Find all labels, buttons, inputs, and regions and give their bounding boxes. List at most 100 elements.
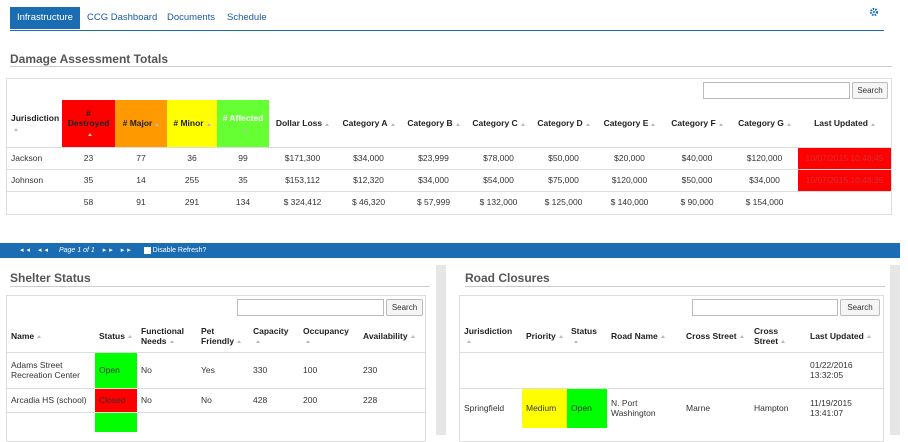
table-cell: $40,000 [663, 146, 731, 169]
table-cell: No [137, 351, 197, 388]
tab[interactable]: Documents [167, 12, 216, 23]
settings-icon[interactable] [869, 7, 879, 17]
table-cell-text: 01/22/2016 13:32:05 [810, 360, 853, 380]
column-header[interactable]: # Affected [217, 100, 269, 147]
column-header[interactable]: # Minor [167, 100, 217, 147]
table-cell-text: $34,000 [418, 175, 449, 185]
table-cell: 91 [115, 190, 167, 213]
tab[interactable]: CCG Dashboard [87, 12, 158, 23]
search-input[interactable] [237, 299, 384, 316]
table-cell-text: $171,300 [284, 153, 321, 163]
sort-icon [242, 127, 247, 131]
column-header-text: Pet Friendly [201, 325, 235, 346]
table-cell: 01/22/2016 13:32:05 [806, 351, 883, 388]
column-header[interactable]: Status [95, 320, 137, 352]
refresh-checkbox[interactable] [143, 246, 151, 254]
column-header[interactable]: Category A [336, 100, 401, 147]
column-header[interactable]: Dollar Loss [269, 100, 336, 147]
column-header[interactable]: Category E [596, 100, 663, 147]
table-cell-text: 228 [363, 395, 378, 405]
table-cell: $50,000 [663, 168, 731, 191]
scrollbar[interactable] [436, 265, 446, 435]
section-rule [465, 286, 885, 287]
table-cell: $20,000 [596, 146, 663, 169]
column-header[interactable]: Category F [663, 100, 731, 147]
sort-icon [866, 335, 871, 338]
table-cell: 10/07/2015 10:48:45 [798, 146, 891, 169]
table-cell-text: 77 [136, 153, 146, 163]
tab[interactable]: Schedule [227, 12, 267, 23]
column-header[interactable]: # Destroyed [62, 100, 115, 147]
table-cell-text: $ 125,000 [544, 197, 583, 208]
table-cell-text: Yes [201, 365, 215, 375]
search-button[interactable]: Search [840, 299, 880, 316]
pager-nav[interactable]: ◂◂ ◂◂ [20, 247, 51, 254]
search-button[interactable]: Search [852, 82, 888, 99]
column-header[interactable]: Capacity [249, 320, 299, 352]
column-header[interactable]: Name [7, 320, 95, 352]
table-cell: Closed [95, 387, 137, 412]
sort-icon [14, 127, 18, 131]
column-header[interactable]: Jurisdiction [7, 100, 62, 147]
column-header[interactable]: Priority [522, 320, 567, 352]
search-input[interactable] [703, 82, 850, 99]
table-cell: Medium [522, 387, 567, 428]
column-header[interactable]: Pet Friendly [197, 320, 249, 352]
table-cell: $ 324,412 [269, 190, 336, 213]
section-title: Road Closures [465, 271, 550, 285]
table-cell-text: 330 [253, 365, 268, 375]
table-cell-text: $34,000 [353, 153, 384, 163]
column-header-text: Road Name [611, 330, 658, 341]
column-header[interactable]: # Major [115, 100, 167, 147]
table-cell: 428 [249, 387, 299, 412]
column-header[interactable]: Occupancy [299, 320, 359, 352]
table-cell: 100 [299, 351, 359, 388]
table-cell [95, 411, 137, 432]
table-cell [460, 351, 522, 388]
table-cell: $23,999 [401, 146, 466, 169]
column-header[interactable]: Category B [401, 100, 466, 147]
sort-icon [739, 335, 744, 338]
sort-icon [155, 122, 160, 126]
table-cell-text: No [201, 395, 212, 405]
table-row [7, 411, 425, 432]
table-cell: $34,000 [401, 168, 466, 191]
column-header[interactable]: Road Name [607, 320, 682, 352]
column-header[interactable]: Category C [466, 100, 531, 147]
tab[interactable]: Infrastructure [10, 7, 80, 29]
column-header[interactable]: Functional Needs [137, 320, 197, 352]
table-cell-text: Johnson [11, 175, 44, 185]
table-cell: $34,000 [731, 168, 798, 191]
table-cell-text: 35 [83, 175, 94, 185]
column-header-text: # Minor [173, 118, 204, 129]
table-cell-text: $ 324,412 [283, 197, 322, 208]
column-header[interactable]: Status [567, 320, 607, 352]
column-header[interactable]: Last Updated [806, 320, 883, 352]
sort-icon [127, 335, 132, 338]
table-cell-text: 10/07/2015 10:48:45 [805, 153, 884, 163]
table-cell: 255 [167, 168, 217, 191]
table-cell-text: $120,000 [746, 153, 783, 163]
table-cell [682, 351, 750, 388]
column-header[interactable]: Cross Street [682, 320, 750, 352]
scrollbar[interactable] [890, 265, 900, 435]
table-row: Jackson 23 77 36 99 $171,300 $34,000 $23,999 $78… [7, 146, 891, 169]
search-button[interactable]: Search [386, 299, 423, 316]
table-cell: Open [567, 387, 607, 428]
table-body: 01/22/2016 13:32:05 Springfield Medium Open… [460, 351, 883, 428]
column-header[interactable]: Category G [731, 100, 798, 147]
column-header[interactable]: Jurisdiction [460, 320, 522, 352]
pager-nav[interactable]: ▸▸ ▸▸ [102, 247, 134, 254]
column-header[interactable]: Category D [531, 100, 596, 147]
sort-icon [585, 122, 590, 126]
column-header[interactable]: Cross Street [750, 320, 806, 352]
column-header[interactable]: Last Updated [798, 100, 891, 147]
sort-icon [390, 122, 395, 126]
table-cell-text: $78,000 [483, 153, 514, 163]
sort-icon [306, 340, 310, 343]
column-header[interactable]: Availability [359, 320, 425, 352]
column-header-text: Priority [526, 330, 556, 341]
table-cell: 58 [62, 190, 115, 213]
sort-icon [520, 122, 525, 126]
search-input[interactable] [692, 299, 838, 316]
